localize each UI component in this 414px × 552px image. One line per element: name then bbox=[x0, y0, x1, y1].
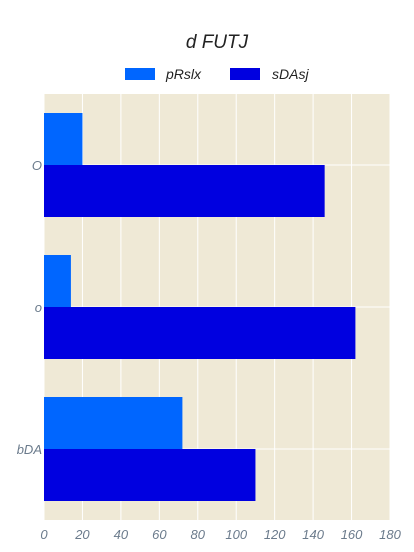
legend-swatch-pRslx bbox=[125, 68, 155, 80]
x-tick-label-7: 140 bbox=[302, 527, 324, 542]
y-tick-label-1: o bbox=[35, 300, 42, 315]
y-axis-tick-labels: Oo bDA bbox=[17, 158, 42, 457]
x-tick-label-5: 100 bbox=[225, 527, 247, 542]
x-tick-label-1: 20 bbox=[74, 527, 90, 542]
bar-pRslx-o bbox=[44, 255, 71, 307]
legend-label-pRslx: pRslx bbox=[165, 66, 202, 82]
bar-pRslx-O bbox=[44, 113, 83, 165]
bar-pRslx-bDA bbox=[44, 397, 183, 449]
bars bbox=[44, 113, 356, 501]
x-tick-label-2: 40 bbox=[114, 527, 129, 542]
bar-sDAsj-O bbox=[44, 165, 325, 217]
legend-swatch-sDAsj bbox=[230, 68, 260, 80]
y-tick-label-0: O bbox=[32, 158, 42, 173]
x-axis-tick-labels: 0 20 40 60 80 100 120 140 160 180 bbox=[40, 527, 401, 542]
legend: pRslx sDAsj bbox=[125, 66, 309, 82]
chart-title: d FUTJ bbox=[186, 32, 249, 53]
x-tick-label-6: 120 bbox=[264, 527, 286, 542]
x-tick-label-3: 60 bbox=[152, 527, 167, 542]
bar-sDAsj-o bbox=[44, 307, 356, 359]
bar-sDAsj-bDA bbox=[44, 449, 256, 501]
x-tick-label-9: 180 bbox=[379, 527, 401, 542]
x-tick-label-4: 80 bbox=[191, 527, 206, 542]
y-tick-label-2: bDA bbox=[17, 442, 42, 457]
x-tick-label-8: 160 bbox=[341, 527, 363, 542]
x-tick-label-0: 0 bbox=[40, 527, 48, 542]
legend-label-sDAsj: sDAsj bbox=[272, 66, 309, 82]
